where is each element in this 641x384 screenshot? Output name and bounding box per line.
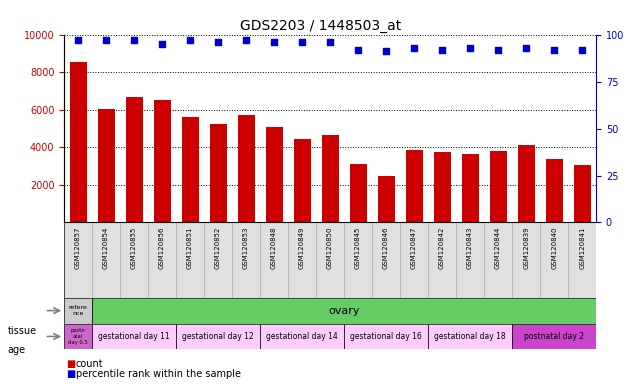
Text: GSM120849: GSM120849 <box>299 226 305 269</box>
Point <box>437 46 447 53</box>
Bar <box>574 165 590 222</box>
Bar <box>344 324 428 349</box>
Text: GSM120850: GSM120850 <box>327 226 333 269</box>
Bar <box>434 152 451 222</box>
Point <box>577 46 587 53</box>
Text: GSM120842: GSM120842 <box>439 226 445 269</box>
Text: GSM120846: GSM120846 <box>383 226 389 269</box>
Text: GSM120855: GSM120855 <box>131 226 137 269</box>
Point <box>129 37 139 43</box>
Point <box>185 37 196 43</box>
Point <box>521 45 531 51</box>
Bar <box>378 176 394 222</box>
Bar <box>428 324 512 349</box>
Bar <box>266 127 283 222</box>
Point <box>465 45 475 51</box>
Point <box>213 39 223 45</box>
Text: GSM120840: GSM120840 <box>551 226 557 269</box>
Bar <box>512 324 596 349</box>
Bar <box>518 146 535 222</box>
Bar <box>294 139 310 222</box>
Text: GSM120845: GSM120845 <box>355 226 361 269</box>
Point <box>157 41 167 47</box>
Text: gestational day 18: gestational day 18 <box>435 332 506 341</box>
Text: GSM120843: GSM120843 <box>467 226 473 269</box>
Bar <box>260 324 344 349</box>
Bar <box>490 151 506 222</box>
Bar <box>406 150 422 222</box>
Bar <box>126 97 142 222</box>
Point <box>353 46 363 53</box>
Bar <box>64 324 92 349</box>
Point <box>101 37 112 43</box>
Point <box>549 46 559 53</box>
Text: GSM120857: GSM120857 <box>75 226 81 269</box>
Text: count: count <box>76 359 103 369</box>
Text: GSM120847: GSM120847 <box>411 226 417 269</box>
Bar <box>176 324 260 349</box>
Point <box>73 37 83 43</box>
Bar <box>462 154 479 222</box>
Bar <box>210 124 226 222</box>
Bar <box>92 324 176 349</box>
Bar <box>350 164 367 222</box>
Point <box>269 39 279 45</box>
Point <box>381 48 391 55</box>
Text: GSM120856: GSM120856 <box>159 226 165 269</box>
Bar <box>238 115 254 222</box>
Bar <box>70 62 87 222</box>
Text: postn
atal
day 0.5: postn atal day 0.5 <box>68 328 88 345</box>
Text: gestational day 11: gestational day 11 <box>98 332 170 341</box>
Text: age: age <box>8 345 26 355</box>
Text: gestational day 16: gestational day 16 <box>350 332 422 341</box>
Text: refere
nce: refere nce <box>69 305 87 316</box>
Bar <box>64 298 92 324</box>
Text: gestational day 14: gestational day 14 <box>266 332 338 341</box>
Bar <box>97 109 115 222</box>
Text: GSM120844: GSM120844 <box>495 226 501 269</box>
Text: GDS2203 / 1448503_at: GDS2203 / 1448503_at <box>240 19 401 33</box>
Text: GSM120839: GSM120839 <box>523 226 529 269</box>
Text: GSM120852: GSM120852 <box>215 226 221 269</box>
Point <box>325 39 335 45</box>
Bar <box>545 159 563 222</box>
Bar <box>154 100 171 222</box>
Text: gestational day 12: gestational day 12 <box>182 332 254 341</box>
Point <box>297 39 307 45</box>
Text: ■: ■ <box>66 359 75 369</box>
Text: ovary: ovary <box>328 306 360 316</box>
Text: GSM120841: GSM120841 <box>579 226 585 269</box>
Point <box>493 46 503 53</box>
Text: postnatal day 2: postnatal day 2 <box>524 332 584 341</box>
Point <box>409 45 419 51</box>
Bar <box>181 117 199 222</box>
Text: percentile rank within the sample: percentile rank within the sample <box>76 369 240 379</box>
Text: GSM120851: GSM120851 <box>187 226 193 269</box>
Bar <box>322 134 338 222</box>
Text: tissue: tissue <box>8 326 37 336</box>
Text: GSM120853: GSM120853 <box>243 226 249 269</box>
Text: ■: ■ <box>66 369 75 379</box>
Point <box>241 37 251 43</box>
Text: GSM120848: GSM120848 <box>271 226 277 269</box>
Text: GSM120854: GSM120854 <box>103 226 109 269</box>
